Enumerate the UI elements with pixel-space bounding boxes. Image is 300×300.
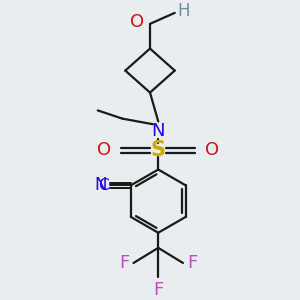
Text: S: S [151,140,166,160]
Text: F: F [153,281,164,299]
Text: C: C [98,178,109,193]
Text: N: N [152,122,165,140]
Text: O: O [205,141,219,159]
Text: N: N [94,176,107,194]
Text: O: O [130,14,145,32]
Text: O: O [98,141,112,159]
Text: F: F [187,254,197,272]
Text: F: F [119,254,129,272]
Text: H: H [178,2,190,20]
